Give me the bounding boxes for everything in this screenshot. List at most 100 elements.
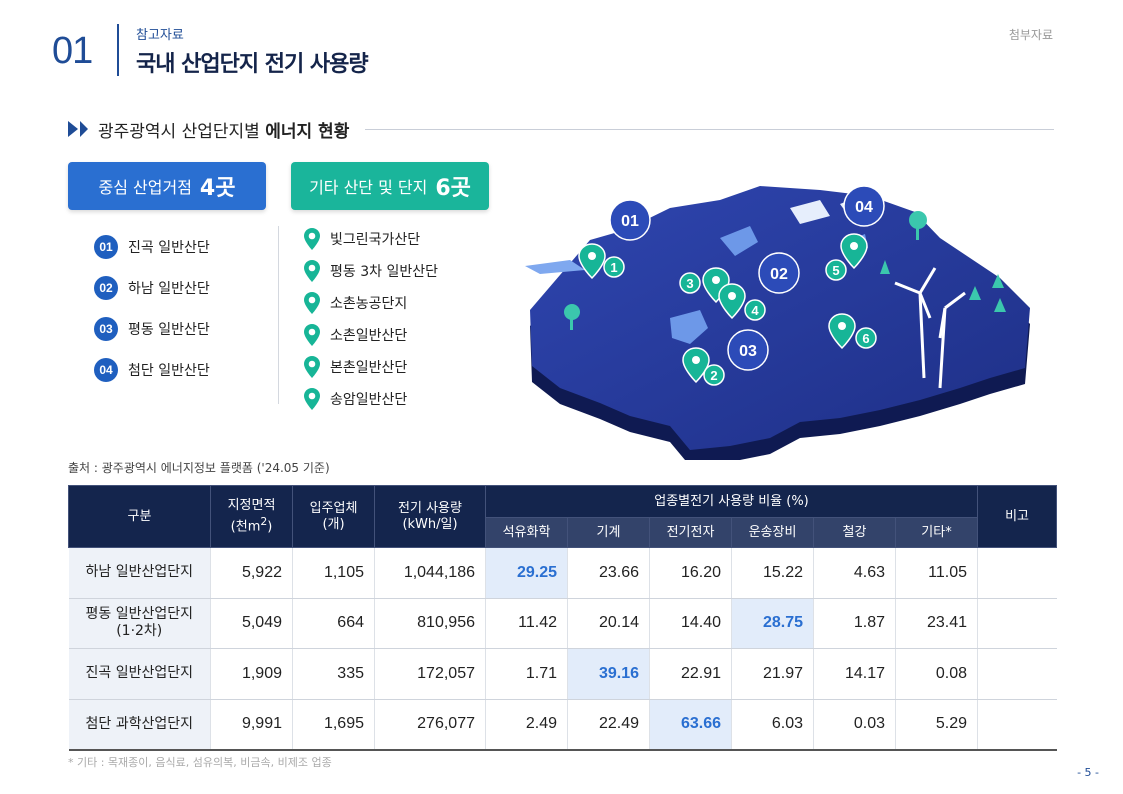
ratio-cell: 29.25 bbox=[485, 547, 568, 599]
row-name-cell: 평동 일반산업단지 (1·2차) bbox=[68, 598, 211, 649]
row-name-cell: 진곡 일반산업단지 bbox=[68, 648, 211, 700]
usage-cell: 1,044,186 bbox=[374, 547, 486, 599]
core-hubs-count: 4곳 bbox=[199, 176, 236, 201]
other-complexes-label: 기타 산단 및 단지 bbox=[309, 178, 428, 197]
header-companies: 입주업체 (개) bbox=[292, 485, 375, 548]
page-title: 국내 산업단지 전기 사용량 bbox=[136, 52, 369, 77]
list-item: 송암일반산단 bbox=[304, 383, 438, 415]
note-cell bbox=[977, 648, 1057, 700]
header-area: 지정면적 (천m2) bbox=[210, 485, 293, 548]
header-category: 구분 bbox=[68, 485, 211, 548]
companies-cell: 1,695 bbox=[292, 699, 375, 751]
header-area-unit-close: ) bbox=[267, 519, 273, 535]
area-cell: 5,049 bbox=[210, 598, 293, 649]
section-rule bbox=[365, 128, 1054, 130]
row-name: 하남 일반산업단지 bbox=[85, 564, 194, 581]
river-shape bbox=[525, 260, 585, 274]
list-item-label: 송암일반산단 bbox=[330, 392, 408, 408]
table-row: 진곡 일반산업단지 1,909 335 172,057 1.71 39.16 22.91 21… bbox=[68, 648, 1057, 700]
ratio-cell: 6.03 bbox=[731, 699, 814, 751]
ratio-cell: 22.91 bbox=[649, 648, 732, 700]
ratio-cell: 28.75 bbox=[731, 598, 814, 649]
ratio-cell: 4.63 bbox=[813, 547, 896, 599]
usage-cell: 276,077 bbox=[374, 699, 486, 751]
ratio-cell: 5.29 bbox=[894, 699, 978, 751]
ratio-cell: 11.42 bbox=[485, 598, 568, 649]
list-item: 04 첨단 일반산단 bbox=[94, 349, 210, 390]
ratio-cell: 2.49 bbox=[485, 699, 568, 751]
core-markers bbox=[609, 185, 885, 371]
tree-icons bbox=[564, 211, 1006, 330]
row-name: 진곡 일반산업단지 bbox=[85, 665, 194, 682]
chapter-subtitle: 참고자료 bbox=[136, 28, 184, 43]
companies-cell: 1,105 bbox=[292, 547, 375, 599]
list-item: 01 진곡 일반산단 bbox=[94, 226, 210, 267]
row-name-sub: (1·2차) bbox=[116, 623, 163, 640]
header-area-unit: (천m bbox=[230, 519, 261, 535]
other-complexes-list: 빛그린국가산단 평동 3차 일반산단 소촌농공단지 소촌일반산단 본촌일반산단 … bbox=[304, 223, 438, 415]
header-area-unit-sup: 2 bbox=[260, 514, 268, 528]
note-cell bbox=[977, 547, 1057, 599]
footnote: * 기타 : 목재종이, 음식료, 섬유의복, 비금속, 비제조 업종 bbox=[68, 756, 332, 769]
ratio-cell: 63.66 bbox=[649, 699, 732, 751]
lake-shape bbox=[720, 226, 758, 256]
ratio-cell: 23.66 bbox=[567, 547, 650, 599]
number-badge: 02 bbox=[94, 275, 118, 300]
core-hubs-label: 중심 산업거점 bbox=[98, 178, 192, 197]
usage-cell: 172,057 bbox=[374, 648, 486, 700]
energy-usage-table: 구분 지정면적 (천m2) 입주업체 (개) 전기 사용량 (kWh/일) 업종별전기… bbox=[68, 485, 1058, 751]
list-item-label: 소촌일반산단 bbox=[330, 328, 408, 344]
table-row: 첨단 과학산업단지 9,991 1,695 276,077 2.49 22.49 63.66… bbox=[68, 699, 1057, 751]
lake-shape bbox=[790, 200, 830, 224]
header-companies-unit: (개) bbox=[322, 516, 345, 532]
core-marker-label: 02 bbox=[770, 266, 788, 283]
list-item-label: 진곡 일반산단 bbox=[128, 239, 210, 256]
ratio-cell: 22.49 bbox=[567, 699, 650, 751]
list-item: 빛그린국가산단 bbox=[304, 223, 438, 255]
header-area-label: 지정면적 bbox=[227, 497, 276, 513]
section-title-prefix: 광주광역시 산업단지별 bbox=[98, 121, 266, 142]
header-note: 비고 bbox=[977, 485, 1058, 548]
gwangju-map-illustration: 01 02 03 04 1 2 3 4 5 6 bbox=[525, 185, 1030, 460]
companies-cell: 335 bbox=[292, 648, 375, 700]
list-item-label: 본촌일반산단 bbox=[330, 360, 408, 376]
row-name-cell: 하남 일반산업단지 bbox=[68, 547, 211, 599]
header-ratio-col: 운송장비 bbox=[731, 517, 814, 548]
core-hubs-badge: 중심 산업거점 4곳 bbox=[68, 162, 266, 210]
core-marker-label: 04 bbox=[855, 199, 873, 216]
ratio-cell: 0.08 bbox=[894, 648, 978, 700]
row-name: 첨단 과학산업단지 bbox=[85, 715, 194, 732]
list-item-label: 빛그린국가산단 bbox=[330, 232, 421, 248]
list-item: 소촌일반산단 bbox=[304, 319, 438, 351]
area-cell: 5,922 bbox=[210, 547, 293, 599]
core-marker-label: 03 bbox=[739, 343, 757, 360]
source-note: 출처 : 광주광역시 에너지정보 플랫폼 ('24.05 기준) bbox=[68, 461, 330, 475]
usage-cell: 810,956 bbox=[374, 598, 486, 649]
ratio-cell: 20.14 bbox=[567, 598, 650, 649]
map-pin-icon bbox=[304, 228, 320, 250]
other-pin-label: 6 bbox=[862, 331, 869, 346]
chapter-number: 01 bbox=[52, 30, 93, 72]
header-ratio-group: 업종별전기 사용량 비율 (%) bbox=[484, 485, 979, 518]
map-pin-icon bbox=[304, 260, 320, 282]
row-name: 평동 일반산업단지 bbox=[85, 606, 194, 623]
header-usage: 전기 사용량 (kWh/일) bbox=[374, 485, 486, 548]
other-complexes-count: 6곳 bbox=[435, 176, 471, 201]
table-row: 평동 일반산업단지 (1·2차) 5,049 664 810,956 11.42 20.14… bbox=[68, 598, 1057, 649]
area-cell: 1,909 bbox=[210, 648, 293, 700]
number-badge: 04 bbox=[94, 357, 118, 382]
list-item: 본촌일반산단 bbox=[304, 351, 438, 383]
number-badge: 01 bbox=[94, 234, 118, 259]
ratio-cell: 1.87 bbox=[813, 598, 896, 649]
list-divider bbox=[278, 226, 279, 404]
ratio-cell: 23.41 bbox=[894, 598, 978, 649]
table-row: 하남 일반산업단지 5,922 1,105 1,044,186 29.25 23.66 16… bbox=[68, 547, 1057, 599]
area-cell: 9,991 bbox=[210, 699, 293, 751]
list-item-label: 소촌농공단지 bbox=[330, 296, 408, 312]
other-pins bbox=[578, 233, 868, 384]
list-item-label: 하남 일반산단 bbox=[128, 280, 210, 297]
ratio-cell: 15.22 bbox=[731, 547, 814, 599]
header-usage-unit: (kWh/일) bbox=[402, 516, 458, 532]
number-badge: 03 bbox=[94, 316, 118, 341]
page-number: - 5 - bbox=[1077, 766, 1099, 779]
